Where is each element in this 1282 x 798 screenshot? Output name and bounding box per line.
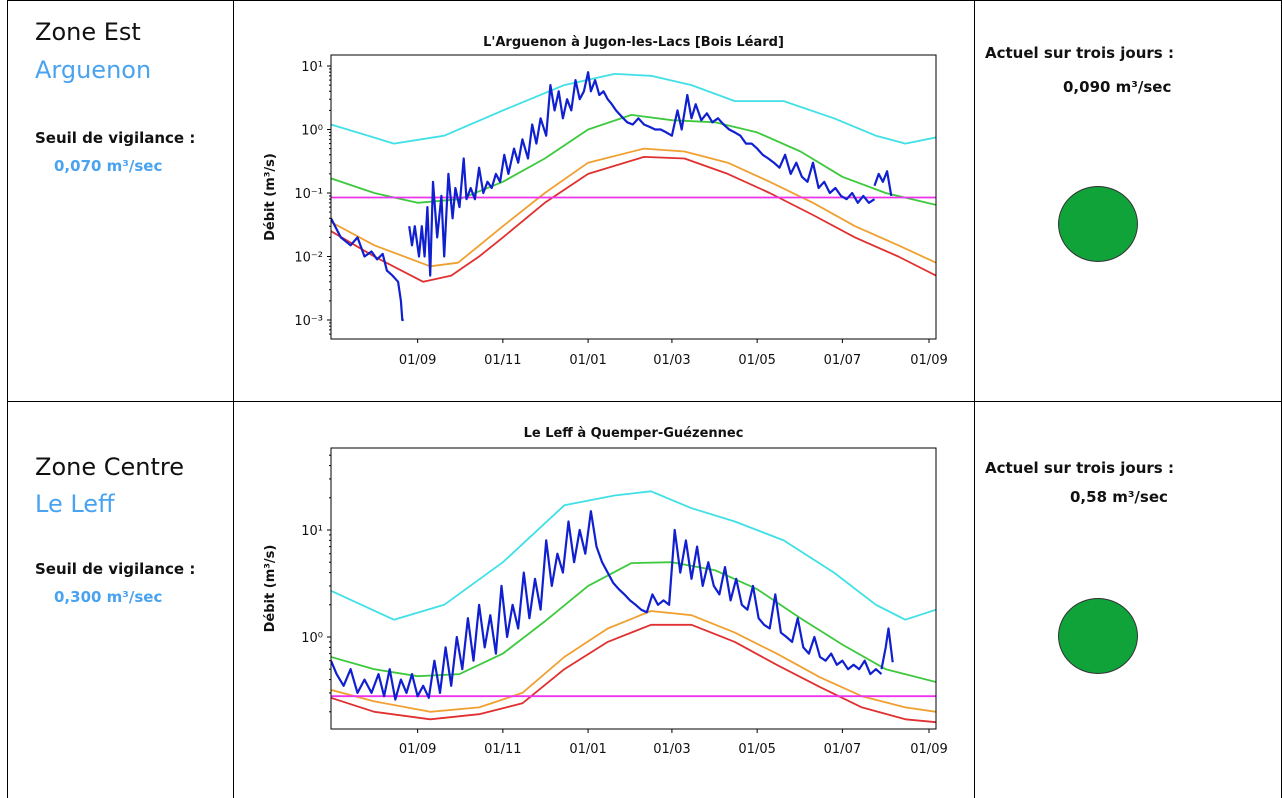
- threshold-label: Seuil de vigilance :: [35, 129, 196, 147]
- flow-chart-leff: Le Leff à Quemper-Guézennec 10⁰ 10¹ Débit (…: [263, 426, 948, 757]
- y-axis-label: Débit (m³/s): [263, 545, 278, 633]
- zone-label: Zone Est: [35, 18, 141, 46]
- zone-label: Zone Centre: [35, 453, 184, 481]
- x-tick-label: 01/03: [653, 742, 690, 757]
- status-indicator-green: [1058, 186, 1138, 262]
- y-tick-label: 10⁻¹: [294, 187, 323, 202]
- series-line: [873, 170, 893, 197]
- y-tick-label: 10⁻³: [294, 314, 323, 329]
- plot-frame: [330, 54, 937, 340]
- x-tick-label: 01/07: [824, 742, 861, 757]
- series-line: [408, 71, 876, 277]
- y-tick-label: 10¹: [301, 524, 323, 539]
- x-tick-label: 01/11: [484, 353, 521, 368]
- table-border-left: [7, 0, 8, 798]
- series-line: [880, 627, 894, 670]
- plot-area: [331, 71, 936, 322]
- current-label: Actuel sur trois jours :: [985, 459, 1174, 477]
- threshold-value: 0,300 m³/sec: [54, 588, 163, 606]
- y-axis-label: Débit (m³/s): [263, 153, 278, 241]
- table-row-divider: [7, 401, 1282, 402]
- series-line: [331, 623, 936, 724]
- x-tick-label: 01/09: [399, 353, 436, 368]
- y-tick-label: 10⁰: [301, 631, 323, 646]
- table-divider-1: [233, 0, 234, 798]
- x-tick-label: 01/05: [738, 742, 775, 757]
- x-tick-label: 01/09: [399, 742, 436, 757]
- series-line: [331, 155, 936, 283]
- series-line: [331, 217, 404, 322]
- current-label: Actuel sur trois jours :: [985, 44, 1174, 62]
- plot-frame: [330, 447, 937, 730]
- status-indicator-green: [1058, 598, 1138, 674]
- y-tick-label: 10⁻²: [294, 251, 323, 266]
- threshold-value: 0,070 m³/sec: [54, 157, 163, 175]
- x-tick-label: 01/03: [653, 353, 690, 368]
- river-name: Arguenon: [35, 56, 152, 84]
- x-tick-label: 01/11: [484, 742, 521, 757]
- series-line: [331, 73, 936, 145]
- y-tick-label: 10¹: [301, 60, 323, 75]
- table-border-top: [7, 0, 1282, 1]
- x-tick-label: 01/09: [910, 353, 947, 368]
- current-value: 0,090 m³/sec: [1063, 78, 1172, 96]
- table-divider-2: [974, 0, 975, 798]
- series-line: [331, 147, 936, 268]
- plot-area: [331, 490, 936, 724]
- x-tick-label: 01/07: [824, 353, 861, 368]
- x-tick-label: 01/01: [569, 742, 606, 757]
- flow-chart-arguenon: L'Arguenon à Jugon-les-Lacs [Bois Léard]…: [263, 35, 948, 368]
- chart-title: L'Arguenon à Jugon-les-Lacs [Bois Léard]: [483, 35, 784, 50]
- series-line: [331, 610, 936, 713]
- x-tick-label: 01/09: [910, 742, 947, 757]
- series-line: [331, 510, 883, 701]
- chart-title: Le Leff à Quemper-Guézennec: [524, 426, 744, 441]
- current-value: 0,58 m³/sec: [1070, 488, 1168, 506]
- series-line: [331, 490, 936, 621]
- river-name: Le Leff: [35, 490, 115, 518]
- x-tick-label: 01/05: [738, 353, 775, 368]
- threshold-label: Seuil de vigilance :: [35, 560, 196, 578]
- y-tick-label: 10⁰: [301, 124, 323, 139]
- x-tick-label: 01/01: [569, 353, 606, 368]
